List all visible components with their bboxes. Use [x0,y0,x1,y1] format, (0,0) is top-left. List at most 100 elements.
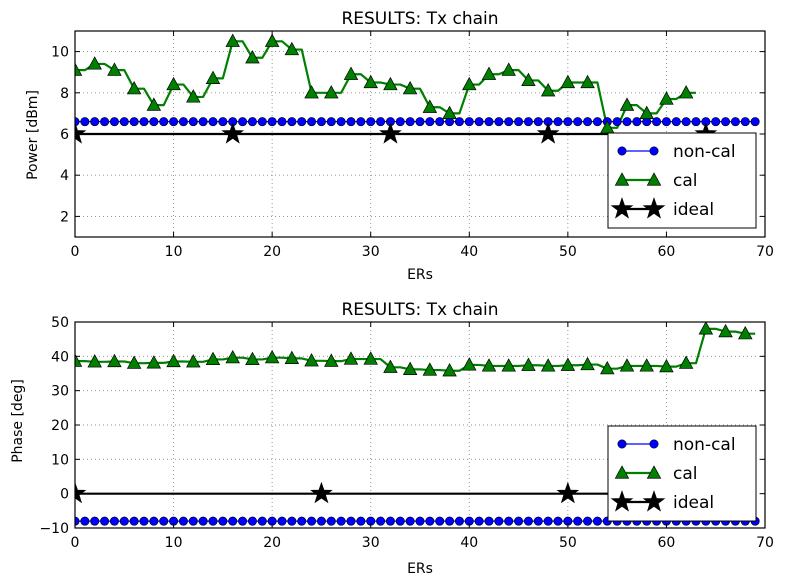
series-ideal-marker [75,122,87,144]
series-non-cal-marker [612,117,622,127]
series-non-cal-marker [139,516,149,526]
series-non-cal-marker [425,117,435,127]
x-tick-label: 20 [263,244,281,260]
series-non-cal-marker [178,117,188,127]
series-non-cal-marker [109,516,119,526]
series-cal-marker [521,357,536,371]
legend-cal-marker [646,465,662,479]
series-cal-marker [166,353,181,368]
series-non-cal-marker [474,516,484,526]
series-non-cal-marker [583,516,593,526]
legend-cal-marker [646,172,662,186]
series-cal-marker [107,353,122,368]
series-cal-marker [659,358,674,373]
series-cal-marker [245,351,260,366]
y-tick-label: 6 [60,127,69,143]
series-cal-marker [225,33,240,47]
series-non-cal-marker [454,117,464,127]
series-cal-marker [205,70,221,84]
legend-non-cal-marker [649,146,659,156]
series-non-cal-marker [149,117,159,127]
series-non-cal-marker [721,117,731,127]
x-axis-label: ERs [407,561,433,577]
legend-ideal-marker [642,490,666,512]
series-non-cal-marker [494,117,504,127]
series-non-cal-marker [326,117,336,127]
legend-label-cal: cal [673,464,698,484]
series-cal-marker [304,85,319,99]
x-tick-label: 40 [460,535,478,551]
series-non-cal-marker [405,117,415,127]
series-cal-marker [698,322,714,335]
series-non-cal-marker [119,516,129,526]
legend: non-cal cal ideal [607,132,757,229]
series-cal-marker [383,76,398,91]
legend-ideal-marker [642,197,666,219]
series-cal-marker [245,50,260,64]
series-non-cal-marker [395,117,405,127]
series-non-cal-marker [198,516,208,526]
y-tick-label: 10 [51,452,69,468]
series-cal-marker [225,349,240,364]
legend-cal-marker [614,172,630,186]
x-tick-label: 40 [460,244,478,260]
series-ideal-marker [221,122,245,144]
y-tick-label: 0 [60,487,69,503]
series-cal-marker [166,76,181,91]
series-non-cal-marker [100,516,110,526]
series-non-cal-marker [198,117,208,127]
series-non-cal-marker [553,516,563,526]
series-non-cal-marker [573,516,583,526]
series-non-cal-marker [435,117,445,127]
series-non-cal-marker [523,117,533,127]
series-non-cal-marker [573,117,583,127]
series-cal-marker [284,41,300,56]
legend-non-cal-marker [649,439,659,449]
series-cal-marker [87,56,102,70]
series-non-cal-marker [533,117,543,127]
series-non-cal-marker [583,117,593,127]
series-non-cal-marker [129,516,139,526]
series-non-cal-marker [287,516,297,526]
series-cal-marker [521,72,536,87]
series-non-cal-marker [425,516,435,526]
legend-label-non-cal: non-cal [673,435,736,455]
x-tick-label: 30 [362,244,380,260]
series-cal-marker [402,361,418,375]
series-non-cal-marker [257,117,267,127]
series-non-cal-marker [346,516,356,526]
series-cal-marker [501,62,516,76]
series-cal-marker [659,91,674,105]
series-non-cal-marker [730,117,740,127]
x-tick-label: 70 [756,244,774,260]
series-non-cal-marker [484,516,494,526]
series-non-cal-marker [750,117,760,127]
y-tick-label: 40 [51,349,69,365]
series-cal-marker [383,359,398,373]
series-non-cal-marker [376,117,386,127]
series-non-cal-marker [287,117,297,127]
x-tick-label: 30 [362,535,380,551]
series-non-cal-marker [523,516,533,526]
series-cal-marker [186,354,201,368]
series-non-cal-marker [563,117,573,127]
series-cal-marker [343,66,359,80]
series-non-cal-marker [514,117,524,127]
series-non-cal-marker [504,516,514,526]
series-non-cal-marker [316,516,326,526]
series-ideal-marker [75,481,87,504]
series-non-cal-marker [504,117,514,127]
series-non-cal-marker [90,117,100,127]
series-cal-marker [540,83,556,97]
series-cal-marker [107,62,122,76]
series-non-cal-marker [257,516,267,526]
series-non-cal-marker [208,516,218,526]
series-non-cal-marker [188,117,198,127]
series-non-cal-marker [218,516,228,526]
series-non-cal-marker [178,516,188,526]
series-non-cal-marker [218,117,228,127]
series-non-cal-marker [661,117,671,127]
series-line-cal [75,40,696,129]
series-cal-marker [343,351,359,365]
series-cal-marker [422,99,438,113]
